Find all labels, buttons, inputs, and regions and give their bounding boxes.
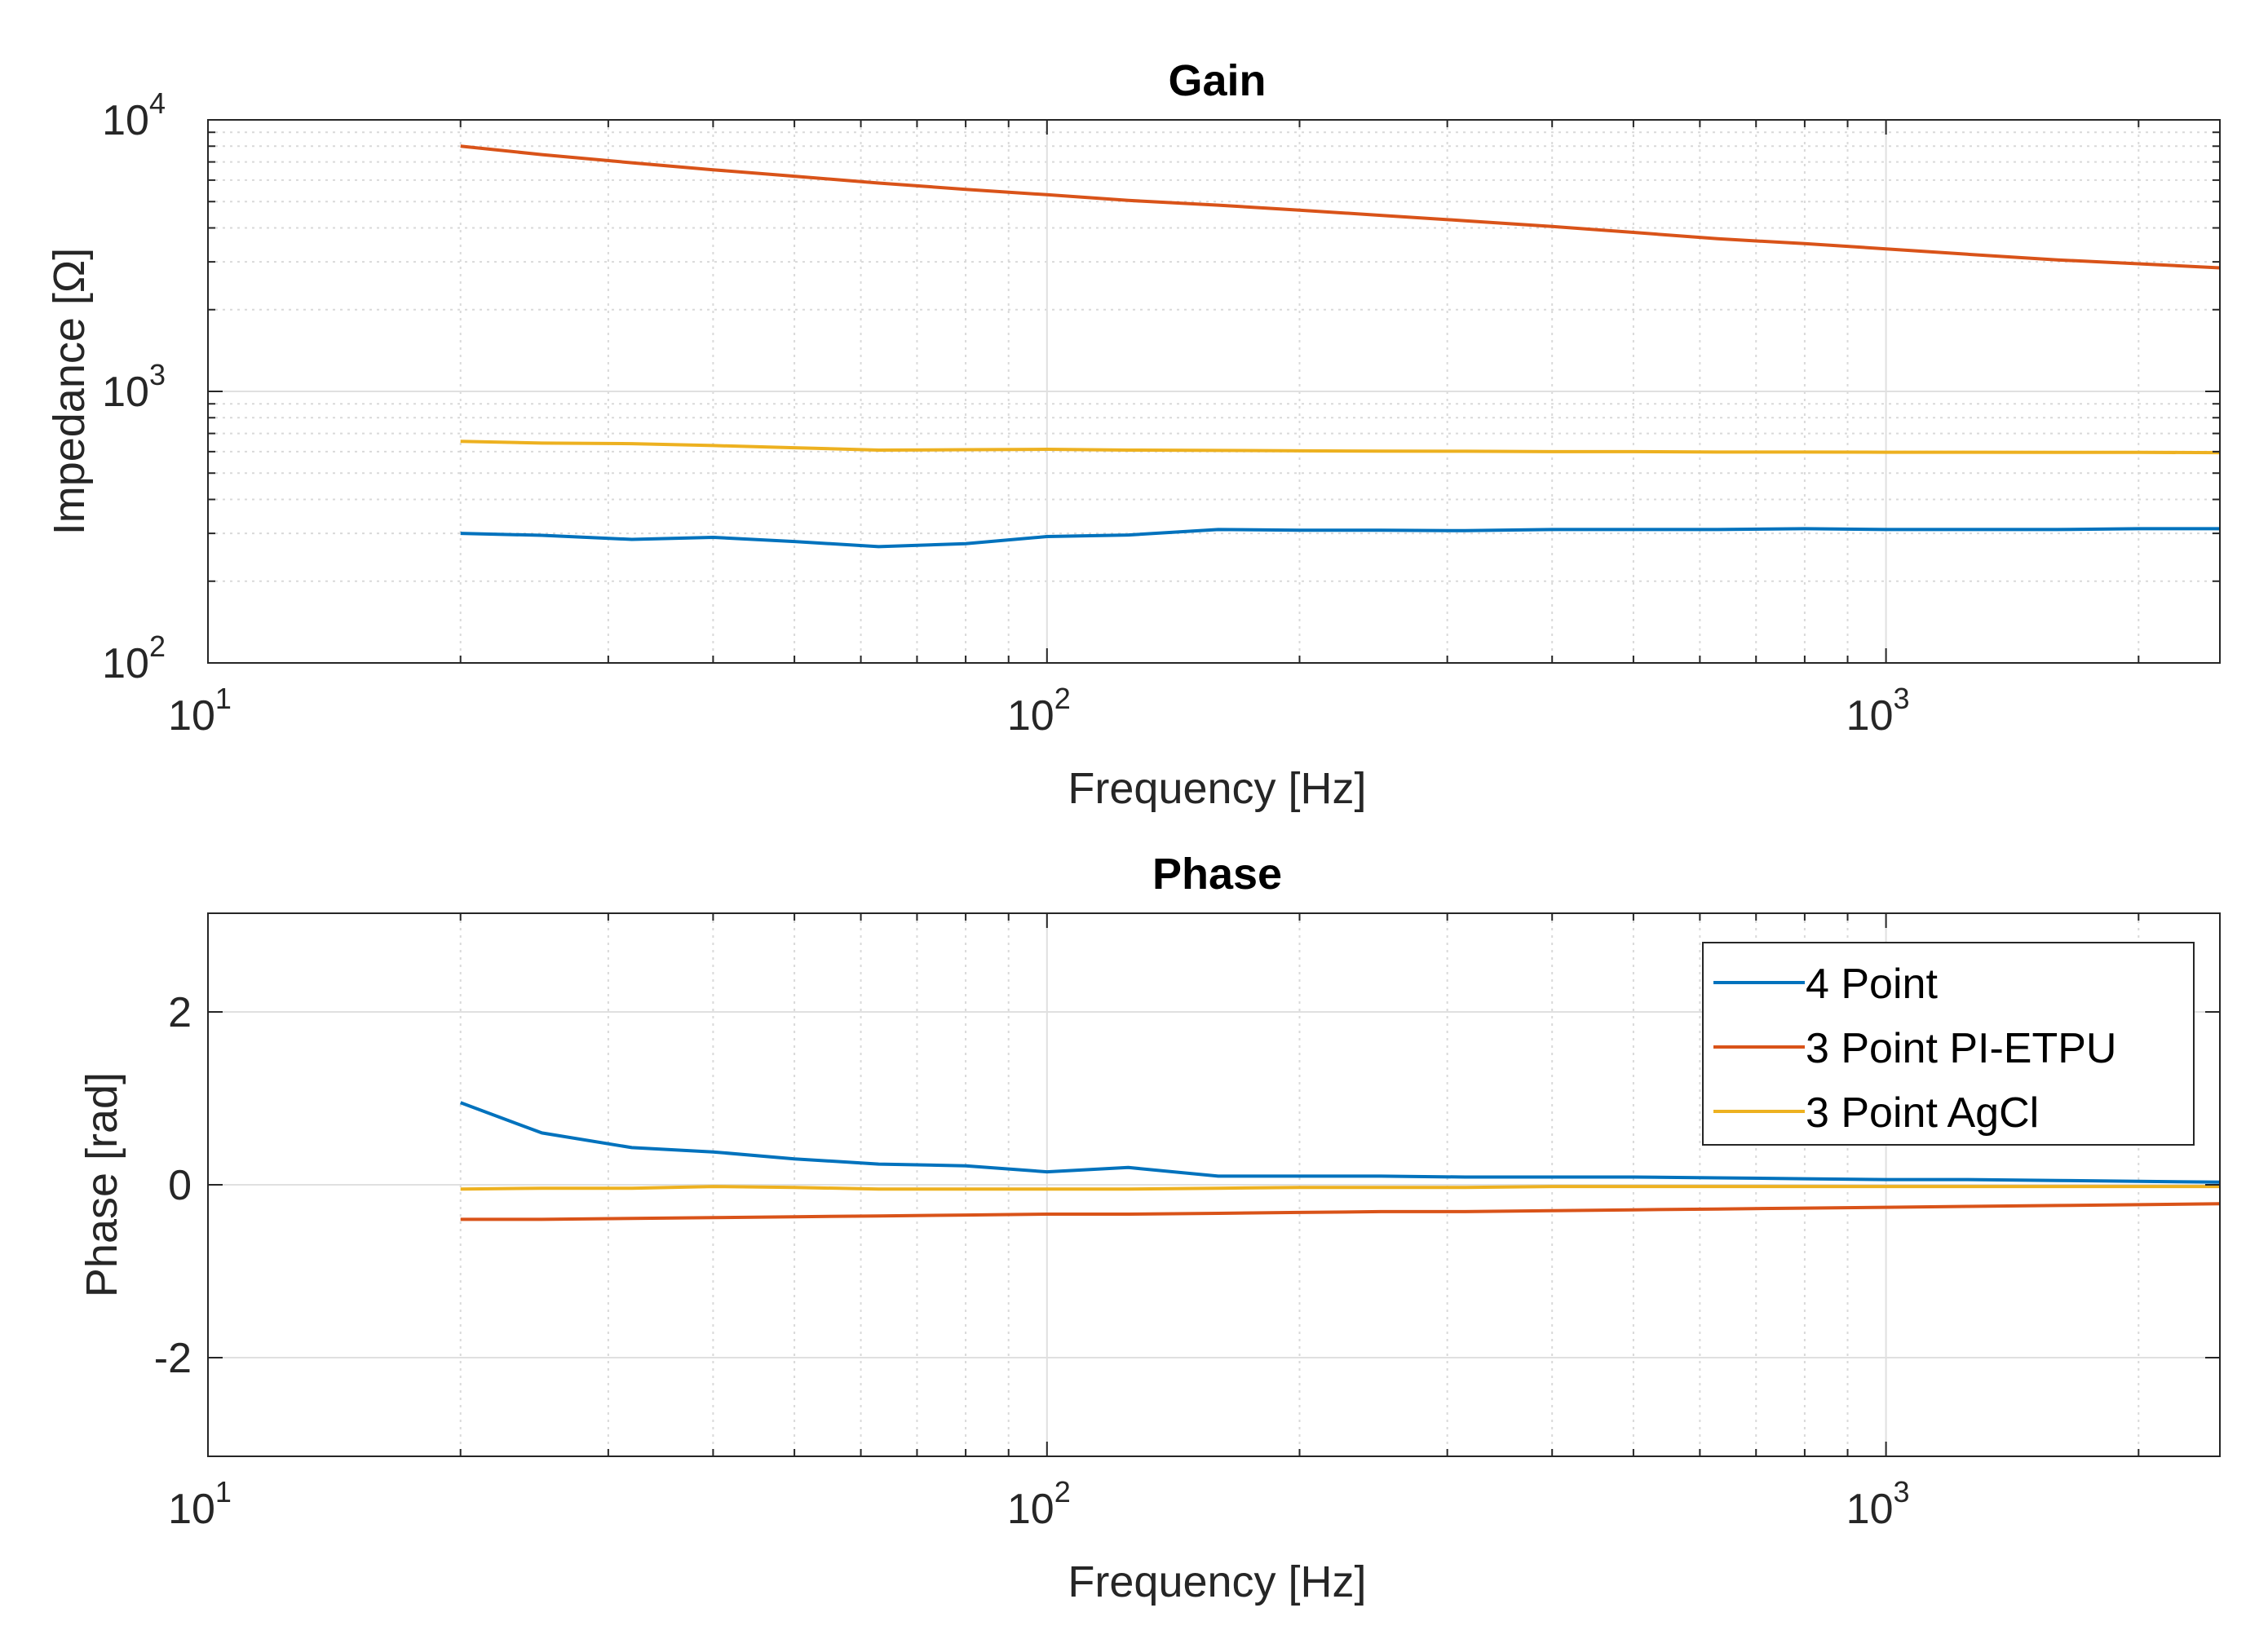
legend-label-4-point: 4 Point <box>1806 961 1938 1008</box>
gain-series-3-point-agcl <box>460 440 2221 455</box>
phase-xlabel: Frequency [Hz] <box>1068 1557 1366 1606</box>
phase-axes: 101 102 103 -2 0 2 Phase Frequency [Hz] Phase… <box>77 850 2221 1606</box>
gain-series-group <box>460 144 2221 549</box>
gain-series-3-point-pi-etpu <box>460 144 2221 270</box>
x-tick-label: 102 <box>1007 682 1071 740</box>
y-tick-label: 102 <box>102 629 166 687</box>
phase-ticks: 101 102 103 -2 0 2 <box>154 913 2220 1533</box>
x-tick-label: 103 <box>1846 682 1910 740</box>
phase-series-3-point-pi-etpu <box>460 1202 2221 1221</box>
y-tick-label: 2 <box>168 989 192 1036</box>
y-tick-label: 104 <box>102 86 166 144</box>
phase-series-group <box>460 1101 2221 1221</box>
gain-ylabel: Impedance [Ω] <box>45 248 94 536</box>
x-tick-label: 101 <box>168 682 232 740</box>
legend: 4 Point 3 Point PI-ETPU 3 Point AgCl <box>1702 942 2195 1146</box>
legend-label-3-point-pi-etpu: 3 Point PI-ETPU <box>1806 1025 2116 1072</box>
phase-ylabel: Phase [rad] <box>77 1072 126 1297</box>
y-tick-label: 0 <box>168 1162 192 1209</box>
gain-series-4-point <box>460 527 2220 549</box>
legend-label-3-point-agcl: 3 Point AgCl <box>1806 1089 2039 1137</box>
x-tick-label: 103 <box>1846 1475 1910 1533</box>
y-tick-label: -2 <box>154 1335 192 1382</box>
y-tick-label: 103 <box>102 358 166 416</box>
gain-title: Gain <box>1168 56 1266 105</box>
x-tick-label: 102 <box>1007 1475 1071 1533</box>
phase-title: Phase <box>1152 850 1282 899</box>
gain-xlabel: Frequency [Hz] <box>1068 764 1366 813</box>
x-tick-label: 101 <box>168 1475 232 1533</box>
phase-series-4-point <box>460 1101 2221 1184</box>
phase-series-3-point-agcl <box>460 1185 2220 1191</box>
